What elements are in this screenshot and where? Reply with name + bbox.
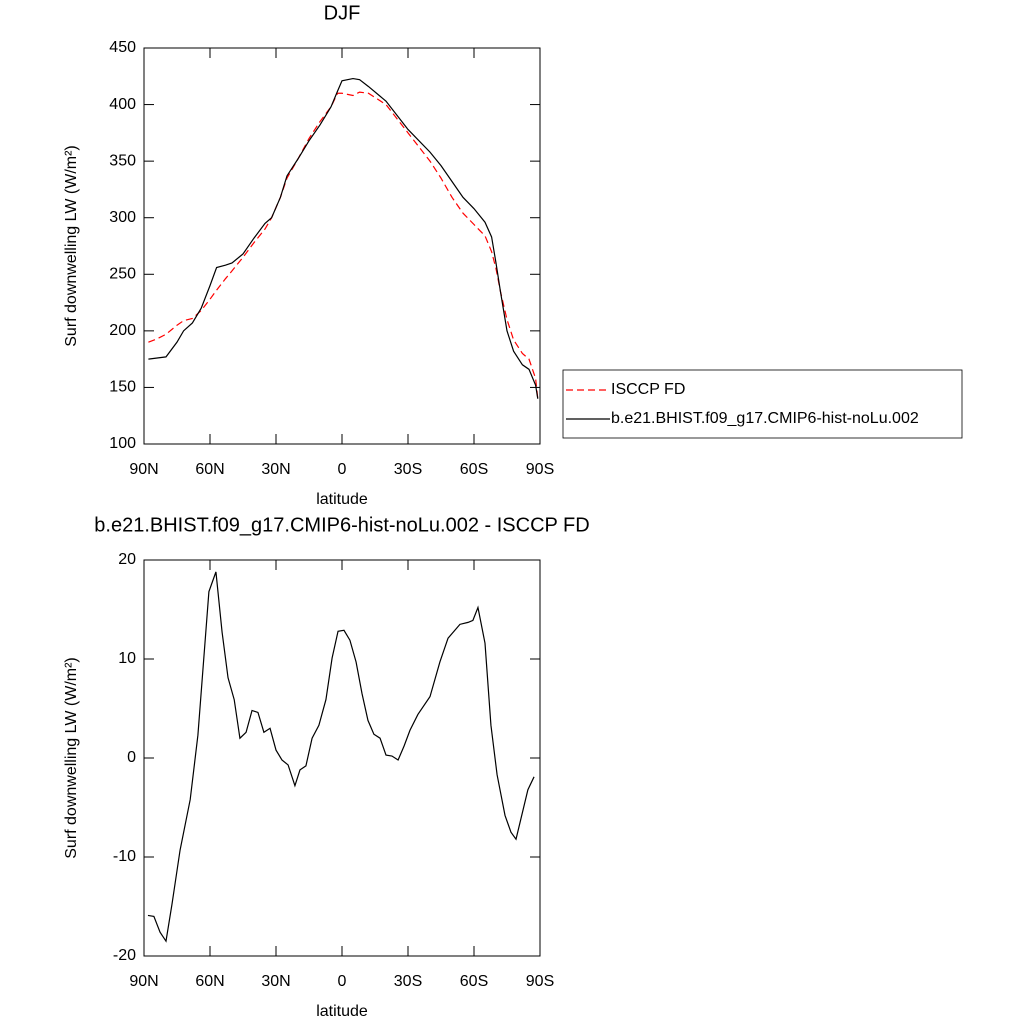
y-tick-label: 10 (118, 650, 136, 667)
y-tick-label: 400 (109, 96, 136, 113)
y-tick-label: -10 (113, 848, 136, 865)
x-tick-label: 90N (129, 461, 158, 478)
x-tick-label: 0 (338, 973, 347, 990)
x-tick-label: 90S (526, 973, 554, 990)
x-axis-label: latitude (316, 491, 368, 508)
x-tick-label: 90N (129, 973, 158, 990)
y-tick-label: 20 (118, 551, 136, 568)
y-tick-label: 350 (109, 152, 136, 169)
x-tick-label: 30N (261, 461, 290, 478)
plot-frame (143, 47, 541, 445)
y-axis-label: Surf downwelling LW (W/m²) (63, 145, 80, 347)
x-tick-label: 60S (460, 973, 488, 990)
x-tick-label: 30S (394, 973, 422, 990)
x-tick-label: 60S (460, 461, 488, 478)
x-axis-label: latitude (316, 1003, 368, 1020)
y-tick-label: 300 (109, 209, 136, 226)
y-tick-label: 450 (109, 39, 136, 56)
data-line (147, 571, 535, 943)
legend-label: b.e21.BHIST.f09_g17.CMIP6-hist-noLu.002 (611, 410, 919, 427)
x-tick-label: 0 (338, 461, 347, 478)
y-tick-label: -20 (113, 947, 136, 964)
chart-title: b.e21.BHIST.f09_g17.CMIP6-hist-noLu.002 … (94, 514, 589, 536)
y-tick-label: 0 (127, 749, 136, 766)
chart-title: DJF (324, 2, 361, 24)
legend-box (562, 369, 963, 439)
data-line (148, 77, 539, 399)
x-tick-label: 30N (261, 973, 290, 990)
x-tick-label: 30S (394, 461, 422, 478)
legend-label: ISCCP FD (611, 381, 685, 398)
y-axis-label: Surf downwelling LW (W/m²) (63, 657, 80, 859)
x-tick-label: 60N (195, 461, 224, 478)
y-tick-label: 200 (109, 322, 136, 339)
data-line (148, 91, 539, 399)
y-tick-label: 250 (109, 266, 136, 283)
y-tick-label: 100 (109, 435, 136, 452)
y-tick-label: 150 (109, 379, 136, 396)
x-tick-label: 90S (526, 461, 554, 478)
x-tick-label: 60N (195, 973, 224, 990)
